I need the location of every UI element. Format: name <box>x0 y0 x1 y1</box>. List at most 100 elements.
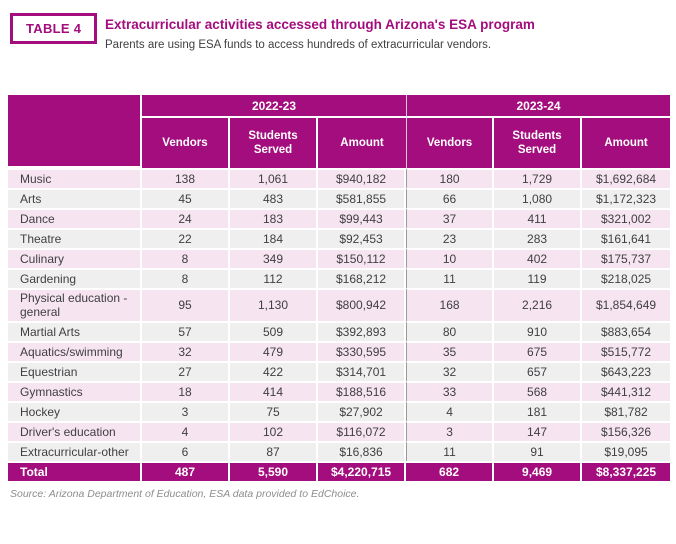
value-cell: $99,443 <box>318 208 407 228</box>
value-cell: 112 <box>230 268 318 288</box>
activity-cell: Gymnastics <box>8 380 142 401</box>
corner-cell <box>8 95 142 168</box>
table-row: Physical education -general 95 1,130 $800,9… <box>8 288 671 321</box>
value-cell: $16,836 <box>318 440 407 461</box>
value-cell: $156,326 <box>582 420 671 441</box>
value-cell: 675 <box>494 340 583 361</box>
value-cell: $330,595 <box>318 340 407 361</box>
value-cell: 479 <box>230 340 318 361</box>
value-cell: $800,942 <box>318 288 407 321</box>
value-cell: 3 <box>142 400 230 421</box>
total-row: Total 487 5,590 $4,220,715 682 9,469 $8,… <box>8 460 671 481</box>
value-cell: $161,641 <box>582 228 671 248</box>
value-cell: 32 <box>142 340 230 361</box>
col-header-vendors-2022: Vendors <box>142 118 230 168</box>
table-row: Extracurricular-other 6 87 $16,836 11 91 $19,0… <box>8 440 671 461</box>
value-cell: $27,902 <box>318 400 407 421</box>
value-cell: 18 <box>142 380 230 401</box>
activity-cell: Driver's education <box>8 420 142 441</box>
table-row: Culinary 8 349 $150,112 10 402 $175,737 <box>8 248 671 268</box>
value-cell: 3 <box>406 420 495 441</box>
value-cell: 402 <box>494 248 583 268</box>
activity-cell: Hockey <box>8 400 142 421</box>
figure-title: Extracurricular activities accessed thro… <box>105 17 535 32</box>
value-cell: 1,080 <box>494 188 583 208</box>
value-cell: 32 <box>406 360 495 381</box>
value-cell: $883,654 <box>582 320 671 341</box>
value-cell: 483 <box>230 188 318 208</box>
value-cell: $188,516 <box>318 380 407 401</box>
activity-cell: Arts <box>8 188 142 208</box>
value-cell: 91 <box>494 440 583 461</box>
value-cell: 568 <box>494 380 583 401</box>
value-cell: $581,855 <box>318 188 407 208</box>
value-cell: 23 <box>406 228 495 248</box>
value-cell: $81,782 <box>582 400 671 421</box>
value-cell: $940,182 <box>318 168 407 188</box>
value-cell: 57 <box>142 320 230 341</box>
value-cell: $150,112 <box>318 248 407 268</box>
total-vendors-2022: 487 <box>142 460 230 481</box>
source-note: Source: Arizona Department of Education,… <box>10 487 360 500</box>
value-cell: $1,172,323 <box>582 188 671 208</box>
value-cell: $441,312 <box>582 380 671 401</box>
year-header-2022-23: 2022-23 <box>142 95 407 118</box>
value-cell: 4 <box>406 400 495 421</box>
value-cell: $643,223 <box>582 360 671 381</box>
value-cell: 147 <box>494 420 583 441</box>
value-cell: 75 <box>230 400 318 421</box>
value-cell: 910 <box>494 320 583 341</box>
value-cell: 180 <box>406 168 495 188</box>
value-cell: 138 <box>142 168 230 188</box>
value-cell: $92,453 <box>318 228 407 248</box>
value-cell: 2,216 <box>494 288 583 321</box>
value-cell: 1,061 <box>230 168 318 188</box>
col-header-amount-2023: Amount <box>582 118 671 168</box>
table-row: Arts 45 483 $581,855 66 1,080 $1,172,323 <box>8 188 671 208</box>
table-row: Equestrian 27 422 $314,701 32 657 $643,223 <box>8 360 671 381</box>
value-cell: 87 <box>230 440 318 461</box>
value-cell: 181 <box>494 400 583 421</box>
activity-cell: Physical education -general <box>8 288 142 321</box>
value-cell: 27 <box>142 360 230 381</box>
year-group-header-row: 2022-23 2023-24 <box>8 95 671 168</box>
esa-activities-table: 2022-23 2023-24 Vendors Students Served … <box>8 95 671 481</box>
value-cell: 95 <box>142 288 230 321</box>
value-cell: 1,729 <box>494 168 583 188</box>
value-cell: $175,737 <box>582 248 671 268</box>
value-cell: 45 <box>142 188 230 208</box>
value-cell: $314,701 <box>318 360 407 381</box>
value-cell: $168,212 <box>318 268 407 288</box>
value-cell: 102 <box>230 420 318 441</box>
value-cell: 8 <box>142 268 230 288</box>
activity-cell: Dance <box>8 208 142 228</box>
value-cell: 8 <box>142 248 230 268</box>
value-cell: 168 <box>406 288 495 321</box>
total-label: Total <box>8 460 142 481</box>
value-cell: 22 <box>142 228 230 248</box>
value-cell: $19,095 <box>582 440 671 461</box>
value-cell: 66 <box>406 188 495 208</box>
figure-subtitle: Parents are using ESA funds to access hu… <box>105 39 492 51</box>
table-row: Aquatics/swimming 32 479 $330,595 35 675 $515,… <box>8 340 671 361</box>
total-vendors-2023: 682 <box>406 460 495 481</box>
value-cell: $392,893 <box>318 320 407 341</box>
table-body: Music 138 1,061 $940,182 180 1,729 $1,692,684 A… <box>8 168 671 461</box>
value-cell: 10 <box>406 248 495 268</box>
value-cell: 24 <box>142 208 230 228</box>
total-students-2022: 5,590 <box>230 460 318 481</box>
table-row: Theatre 22 184 $92,453 23 283 $161,641 <box>8 228 671 248</box>
table-row: Driver's education 4 102 $116,072 3 147 $156,3… <box>8 420 671 441</box>
total-amount-2022: $4,220,715 <box>318 460 407 481</box>
value-cell: 4 <box>142 420 230 441</box>
value-cell: 414 <box>230 380 318 401</box>
total-students-2023: 9,469 <box>494 460 583 481</box>
column-header-row: Vendors Students Served Amount Vendors S… <box>8 118 671 168</box>
value-cell: 283 <box>494 228 583 248</box>
value-cell: 11 <box>406 268 495 288</box>
value-cell: 80 <box>406 320 495 341</box>
year-header-2023-24: 2023-24 <box>406 95 671 118</box>
figure-header: TABLE 4 Extracurricular activities acces… <box>10 13 676 83</box>
value-cell: 509 <box>230 320 318 341</box>
total-amount-2023: $8,337,225 <box>582 460 671 481</box>
